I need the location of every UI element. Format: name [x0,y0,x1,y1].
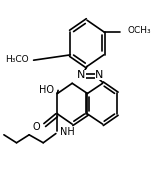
Text: HO: HO [39,85,54,95]
Text: O: O [33,122,40,132]
Text: OCH₃: OCH₃ [127,26,151,35]
Text: N: N [95,70,103,80]
Text: H₃CO: H₃CO [5,55,29,64]
Text: NH: NH [60,127,75,137]
Text: N: N [77,70,86,80]
